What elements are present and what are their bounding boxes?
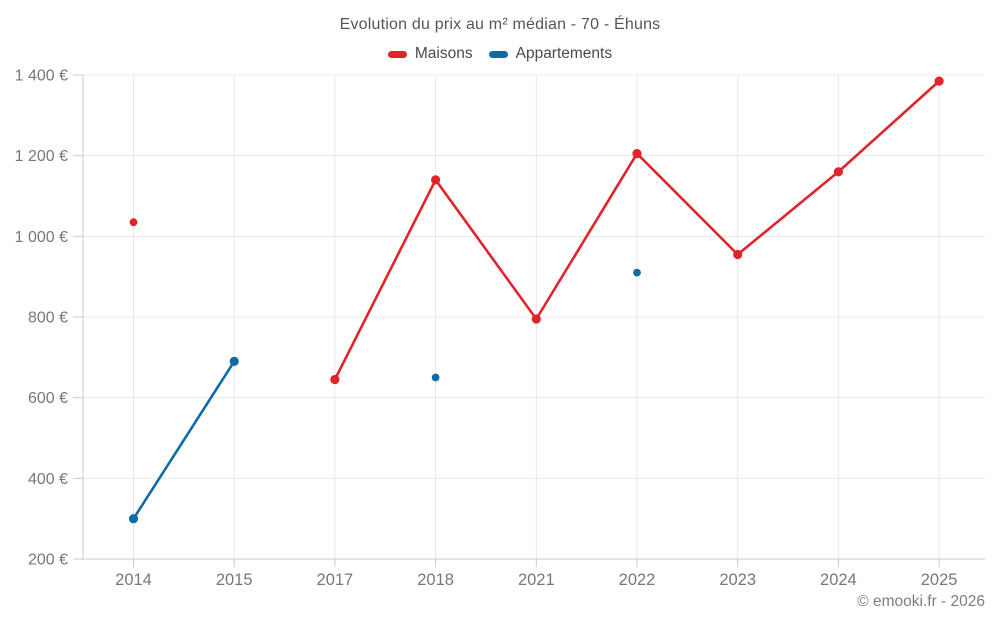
x-tick-label: 2017 bbox=[317, 571, 354, 589]
legend-label-appartements: Appartements bbox=[515, 45, 613, 62]
x-grid-and-labels: 2014 2015 2017 2018 2021 2022 2023 2024 2025 bbox=[115, 75, 957, 589]
y-tick-label: 1 400 € bbox=[15, 68, 68, 85]
data-point bbox=[531, 314, 541, 324]
x-tick-label: 2023 bbox=[719, 571, 756, 589]
data-point bbox=[229, 356, 239, 366]
maisons-swatch-icon bbox=[387, 50, 407, 58]
series-line bbox=[132, 360, 236, 521]
series-maisons bbox=[129, 76, 944, 385]
data-point bbox=[330, 374, 340, 385]
x-tick-label: 2025 bbox=[921, 571, 958, 589]
data-point bbox=[633, 268, 641, 277]
y-tick-label: 400 € bbox=[28, 471, 68, 488]
legend-item-appartements[interactable]: Appartements bbox=[488, 45, 613, 63]
chart-title: Evolution du prix au m² médian - 70 - Éh… bbox=[339, 16, 661, 33]
footer-credit: © emooki.fr - 2026 bbox=[857, 593, 985, 610]
y-tick-label: 200 € bbox=[28, 552, 68, 569]
legend: Maisons Appartements bbox=[0, 45, 1000, 63]
x-tick-label: 2021 bbox=[518, 571, 555, 589]
legend-label-maisons: Maisons bbox=[414, 45, 473, 62]
y-tick-label: 1 000 € bbox=[15, 229, 68, 246]
data-point bbox=[833, 167, 844, 177]
y-tick-label: 800 € bbox=[28, 310, 68, 327]
y-grid-and-labels: 200 € 400 € 600 € 800 € 1 000 € 1 200 € 1 400 … bbox=[15, 68, 985, 569]
data-point bbox=[431, 175, 441, 185]
y-tick-label: 600 € bbox=[28, 390, 68, 407]
data-point bbox=[431, 373, 440, 382]
y-tick-label: 1 200 € bbox=[15, 148, 68, 165]
series-appartements bbox=[128, 268, 641, 524]
data-point bbox=[129, 218, 138, 227]
x-tick-label: 2015 bbox=[216, 571, 253, 589]
data-point bbox=[934, 76, 944, 86]
x-tick-label: 2014 bbox=[115, 571, 152, 589]
appartements-swatch-icon bbox=[488, 50, 508, 58]
data-point bbox=[128, 514, 139, 524]
legend-item-maisons[interactable]: Maisons bbox=[387, 45, 473, 63]
x-tick-label: 2018 bbox=[417, 571, 454, 589]
data-point bbox=[733, 249, 743, 260]
x-tick-label: 2022 bbox=[619, 571, 656, 589]
x-tick-label: 2024 bbox=[820, 571, 857, 589]
data-point bbox=[632, 149, 642, 159]
